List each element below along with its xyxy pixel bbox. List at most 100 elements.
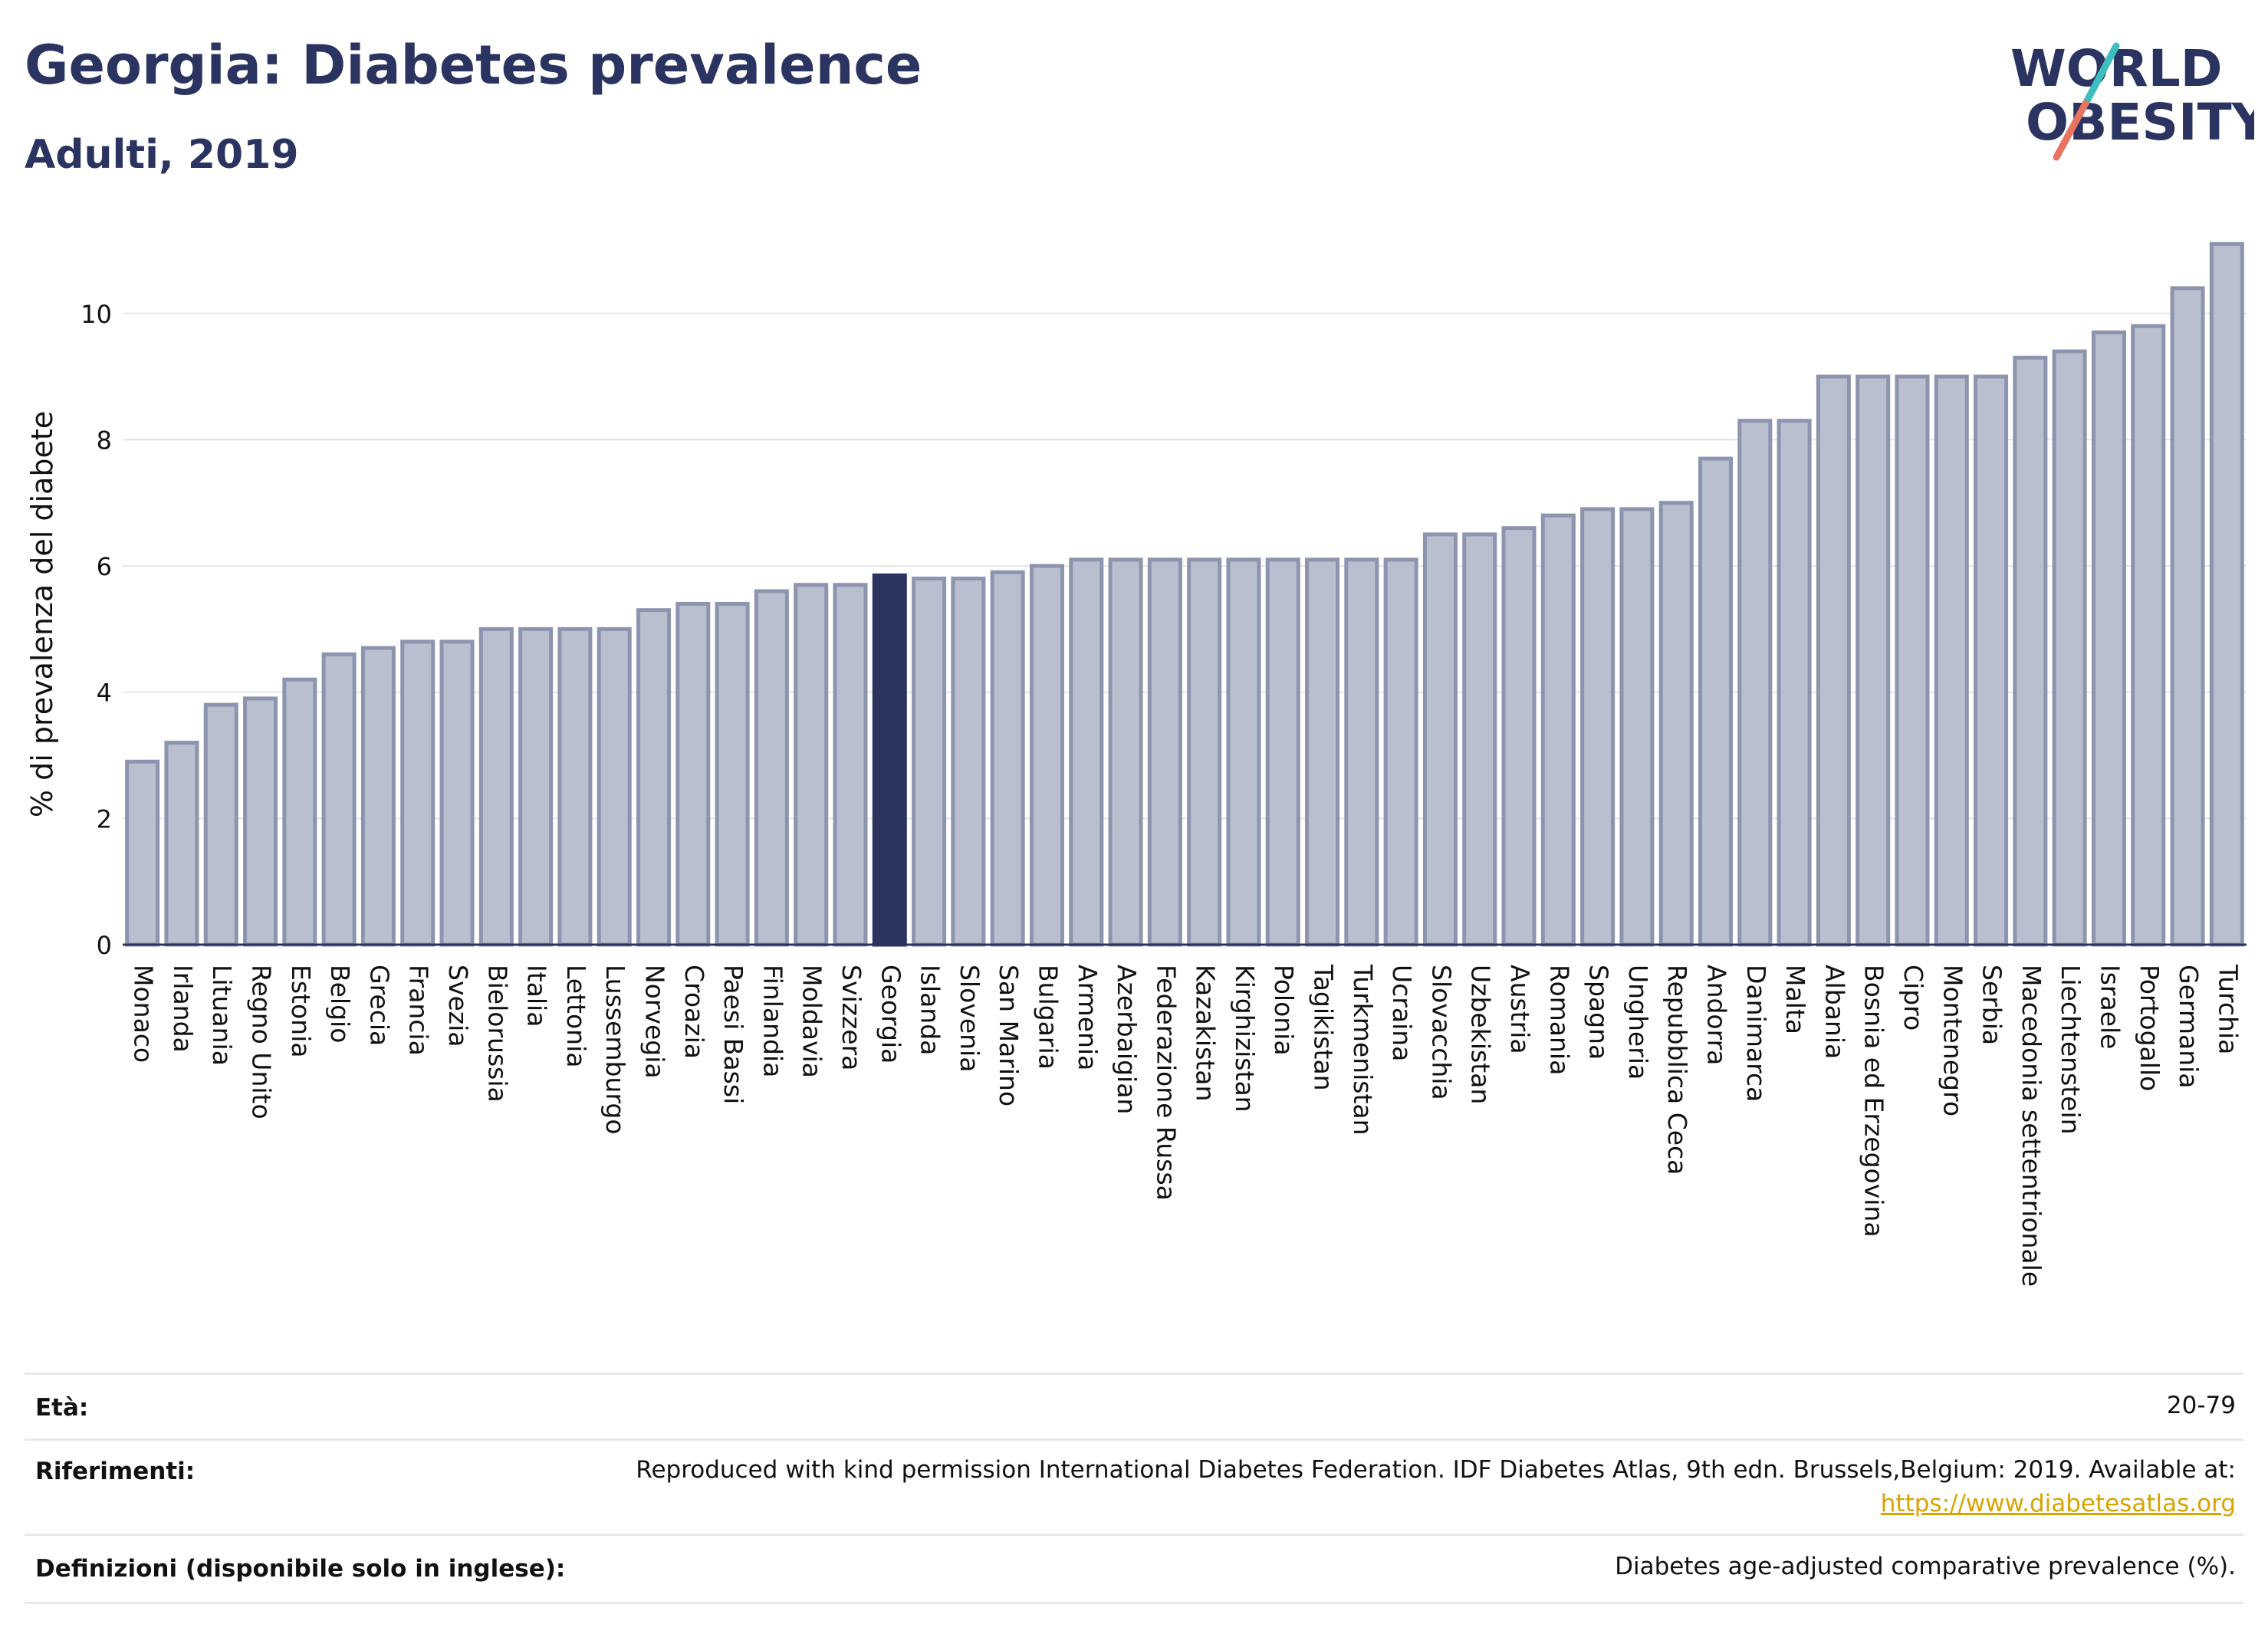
x-tick-label: Romania [1544, 965, 1574, 1075]
bar [1069, 557, 1104, 947]
x-tick-label: Israele [2095, 965, 2125, 1050]
x-tick-label: Lussemburgo [600, 965, 630, 1135]
bar [243, 696, 278, 947]
bar [794, 583, 829, 947]
bar [125, 759, 160, 947]
bar [360, 646, 396, 947]
y-tick-label: 2 [97, 804, 112, 833]
x-tick-label: Turkmenistan [1348, 964, 1378, 1136]
bar [636, 608, 672, 947]
x-tick-label: Ucraina [1387, 965, 1417, 1061]
meta-row-age: Età: 20-79 [25, 1373, 2243, 1441]
bar [1462, 532, 1497, 947]
x-tick-label: Paesi Bassi [718, 965, 748, 1104]
definitions-value: Diabetes age-adjusted comparative preval… [1615, 1553, 2236, 1580]
metadata-table: Età: 20-79 Riferimenti: Reproduced with … [25, 1373, 2243, 1604]
x-tick-label: Armenia [1073, 965, 1103, 1070]
x-tick-label: Andorra [1702, 965, 1732, 1065]
x-tick-label: Regno Unito [247, 965, 277, 1119]
x-tick-label: Cipro [1898, 965, 1928, 1031]
x-tick-label: Georgia [876, 965, 906, 1064]
x-tick-label: Francia [404, 965, 434, 1056]
bar [2052, 349, 2087, 947]
bar [1816, 374, 1851, 947]
bar [1029, 564, 1064, 947]
references-label: Riferimenti: [35, 1458, 196, 1485]
y-tick-label: 4 [97, 679, 112, 708]
x-tick-label: Albania [1819, 965, 1849, 1059]
bar [754, 589, 789, 947]
x-tick-label: Norvegia [640, 965, 670, 1079]
x-tick-label: San Marino [994, 965, 1024, 1106]
references-link[interactable]: https://www.diabetesatlas.org [1880, 1490, 2236, 1517]
bar [1187, 557, 1222, 947]
bars [123, 242, 2247, 947]
bar [1344, 557, 1379, 947]
bar [1934, 374, 1969, 947]
bar [400, 639, 436, 947]
bar [1737, 419, 1773, 947]
x-tick-label: Repubblica Ceca [1662, 965, 1692, 1175]
bar [1580, 507, 1616, 947]
bar [1226, 557, 1261, 947]
x-tick-label: Islanda [915, 965, 945, 1055]
x-tick-label: Belgio [325, 965, 355, 1043]
x-tick-label: Moldavia [797, 965, 827, 1078]
bar [2013, 355, 2048, 947]
bar [597, 626, 632, 947]
bar [833, 583, 868, 947]
x-tick-label: Svizzera [837, 965, 866, 1070]
bar [557, 626, 593, 947]
x-tick-label: Federazione Russa [1151, 965, 1181, 1201]
definitions-label: Definizioni (disponibile solo in inglese… [35, 1555, 566, 1583]
bar [164, 741, 199, 947]
x-tick-label: Kirghizistan [1230, 965, 1260, 1113]
bar [1777, 419, 1812, 947]
bar [1658, 501, 1694, 947]
bar [951, 577, 986, 947]
x-tick-label: Austria [1505, 965, 1535, 1054]
x-tick-label: Serbia [1977, 965, 2007, 1045]
x-tick-label: Azerbaigian [1112, 965, 1142, 1114]
x-tick-label: Lettonia [561, 965, 591, 1067]
references-text: Reproduced with kind permission Internat… [636, 1453, 2236, 1521]
x-tick-label: Svezia [443, 965, 473, 1047]
x-tick-label: Polonia [1269, 965, 1299, 1056]
x-tick-label: Macedonia settentrionale [2017, 965, 2046, 1287]
x-tick-label: Finlandia [758, 965, 787, 1077]
meta-row-references: Riferimenti: Reproduced with kind permis… [25, 1438, 2243, 1536]
bar [1855, 374, 1891, 947]
x-tick-label: Estonia [286, 965, 316, 1057]
x-tick-label: Germania [2174, 965, 2204, 1089]
bar [439, 639, 475, 947]
x-tick-label: Italia [522, 965, 552, 1027]
x-tick-label: Uzbekistan [1466, 965, 1496, 1104]
x-tick-labels: Monaco Irlanda Lituania Regno Unito Estonia B… [129, 964, 2243, 1287]
chart-subtitle: Adulti, 2019 [25, 132, 299, 178]
bar [1895, 374, 1930, 947]
bar [2170, 286, 2205, 947]
bar [1974, 374, 2009, 947]
bar [1422, 532, 1458, 947]
bar [203, 702, 238, 947]
bar-highlighted [872, 573, 907, 947]
x-tick-label: Croazia [679, 965, 709, 1059]
x-tick-label: Bulgaria [1033, 965, 1063, 1070]
x-tick-label: Bosnia ed Erzegovina [1859, 965, 1889, 1238]
bar [2131, 324, 2166, 947]
bar [518, 626, 554, 947]
meta-row-definitions: Definizioni (disponibile solo in inglese… [25, 1534, 2243, 1604]
x-tick-label: Danimarca [1741, 965, 1771, 1102]
x-tick-label: Spagna [1584, 965, 1614, 1060]
world-obesity-logo: WORLD OBESITY [2010, 39, 2254, 161]
x-tick-label: Turchia [2213, 964, 2243, 1054]
x-tick-label: Portogallo [2135, 965, 2164, 1091]
bar [1501, 526, 1537, 947]
bar [675, 601, 711, 947]
x-tick-label: Tagikistan [1309, 964, 1339, 1091]
x-tick-label: Irlanda [168, 965, 198, 1053]
bar [1540, 513, 1576, 947]
logo-slash-coral [2053, 100, 2089, 161]
bar [321, 652, 357, 947]
x-tick-label: Slovenia [955, 965, 984, 1072]
